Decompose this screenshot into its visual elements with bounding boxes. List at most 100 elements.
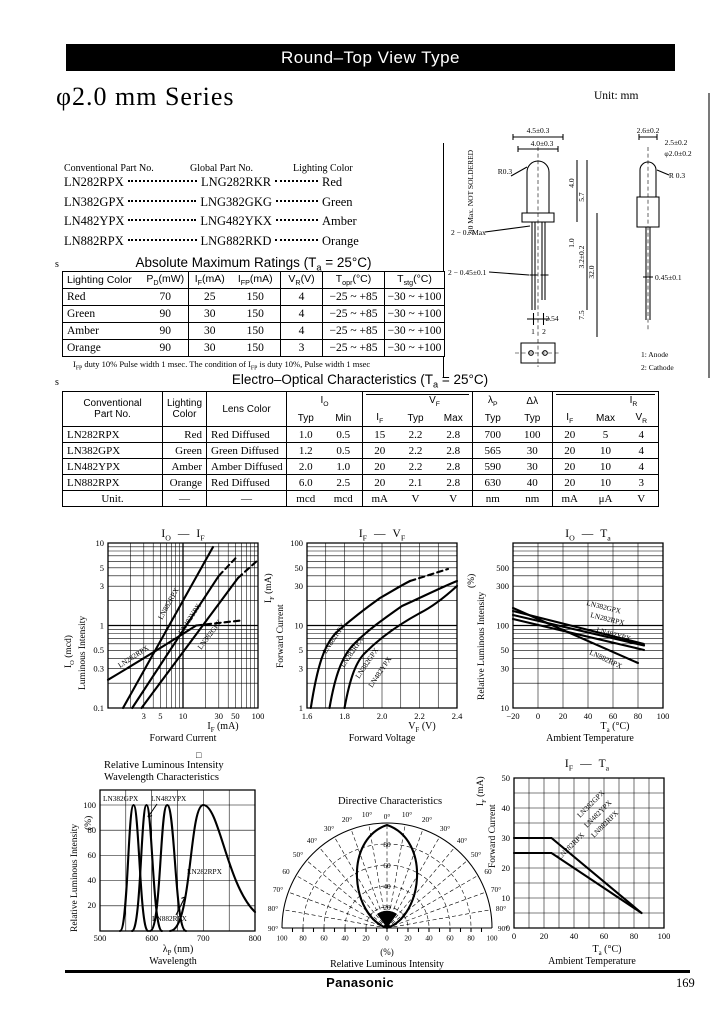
cell: mA: [552, 490, 587, 507]
cell: 90: [142, 339, 189, 357]
dim-label: 2 − 0.7Max: [451, 228, 486, 237]
overline: [556, 394, 655, 395]
svg-text:90°: 90°: [268, 924, 278, 933]
curve-LN882RPX: [148, 803, 188, 933]
cell: 4: [280, 322, 323, 340]
svg-text:50: 50: [502, 773, 511, 783]
conventional-part-no: LN282RPX: [64, 175, 124, 189]
cell: 150: [230, 339, 281, 357]
dim-label: 2.6±0.2: [637, 126, 660, 135]
cell: 90: [142, 305, 189, 323]
cell: 2.8: [434, 442, 473, 459]
cell: LN382GPX: [62, 442, 163, 459]
svg-text:100: 100: [83, 800, 96, 810]
curve-LN482YPX-dashed: [217, 557, 237, 577]
y-axis-ticks: 100 80 60 40 20: [83, 800, 96, 910]
col-header: IF: [566, 412, 574, 425]
svg-text:60: 60: [600, 931, 609, 941]
svg-text:50: 50: [231, 711, 240, 721]
absolute-maximum-ratings-table: Lighting Color PD(mW) IF(mA) IFP(mA) VR(…: [62, 271, 445, 357]
dim-label: 5.7: [577, 192, 586, 202]
cell: 20: [552, 474, 587, 491]
part-list-row: LN882RPX LNG882RKD Orange: [64, 234, 376, 254]
curve-LN882RPX: [309, 579, 412, 710]
svg-text:10: 10: [502, 893, 511, 903]
curve-LN482YPX: [130, 803, 164, 933]
cell: mcd: [324, 490, 363, 507]
svg-text:40: 40: [570, 931, 579, 941]
chart-wavelength-characteristics: LN382GPX LN482YPX LN282RPX LN882RPX 100 …: [58, 760, 293, 975]
svg-text:30: 30: [501, 664, 510, 674]
cell: Red: [162, 426, 207, 443]
chart-title-line2: Wavelength Characteristics: [104, 772, 219, 783]
cell: 90: [142, 322, 189, 340]
y-axis-ticks: 100 50 30 10 5 3 1: [290, 538, 303, 713]
cell: −25 ~ +85: [322, 288, 385, 306]
x-axis-label-2: Ambient Temperature: [546, 733, 634, 744]
svg-text:5: 5: [100, 563, 104, 573]
y-axis-ticks: 10 5 3 1 0.5 0.3 0.1: [93, 538, 104, 713]
svg-text:60: 60: [484, 867, 492, 876]
svg-text:0: 0: [536, 711, 540, 721]
svg-text:60: 60: [609, 711, 618, 721]
svg-text:80°: 80°: [268, 904, 278, 913]
svg-text:0.1: 0.1: [93, 703, 104, 713]
dim-label: 4.0±0.3: [531, 139, 554, 148]
curve-LN382GPX-dashed: [236, 558, 260, 580]
svg-text:10°: 10°: [402, 810, 412, 819]
svg-text:100: 100: [277, 934, 288, 943]
curve-LN282RPX: [106, 624, 198, 681]
lobe-center-fill: [377, 910, 397, 928]
cell: 30: [188, 339, 231, 357]
col-header-vf: VF: [362, 391, 473, 411]
cell: 2.2: [396, 458, 435, 475]
svg-text:20: 20: [383, 903, 391, 912]
package-outline-drawing: 2.0 Max. NOT SOLDERED 4.5±0.3 4.0±0.3 R0…: [443, 85, 712, 380]
svg-text:300: 300: [496, 581, 509, 591]
cell: 150: [230, 288, 281, 306]
footer-rule: [65, 970, 690, 973]
cell: Amber Diffused: [206, 458, 287, 475]
dotted-leader: [275, 180, 318, 182]
cell: 150: [230, 322, 281, 340]
svg-text:20: 20: [540, 931, 549, 941]
col-header: Typ: [297, 413, 314, 424]
part-list-row: LN382GPX LNG382GKG Green: [64, 195, 376, 215]
cell: 2.8: [434, 458, 473, 475]
lighting-color: Green: [322, 194, 353, 209]
svg-text:1: 1: [100, 621, 104, 631]
x-axis-label-2: Forward Current: [149, 733, 217, 744]
col-header: IF: [376, 412, 384, 425]
col-header: Max: [434, 411, 473, 427]
curve-LN382GPX: [140, 576, 240, 710]
col-header: Typ: [484, 413, 501, 424]
dim-label: R0.3: [498, 167, 513, 176]
svg-text:20: 20: [559, 711, 568, 721]
svg-text:40: 40: [383, 882, 391, 891]
cell: V: [434, 490, 473, 507]
col-header: Conventional Part No.: [62, 391, 163, 427]
page-number: 169: [676, 976, 695, 990]
cell: 1.0: [324, 458, 363, 475]
chart-title: IO — Ta: [565, 528, 611, 543]
svg-text:3: 3: [100, 581, 104, 591]
curve-label: LN882RPX: [588, 648, 624, 671]
conventional-part-no: LN882RPX: [64, 233, 124, 248]
lighting-color: Red: [322, 175, 343, 189]
curve-LN282RPX-dashed: [195, 619, 243, 627]
svg-text:70°: 70°: [491, 885, 501, 894]
table-row: LN282RPX Red Red Diffused 1.0 0.5 15 2.2 2.8 700…: [62, 426, 659, 443]
table-row: LN482YPX Amber Amber Diffused 2.0 1.0 20 2.2 2.…: [62, 458, 659, 475]
cell: Green Diffused: [206, 442, 287, 459]
col-header: PD(mW): [142, 271, 189, 289]
x-axis-ticks: 500 600 700 800: [94, 933, 262, 943]
svg-text:100: 100: [487, 934, 498, 943]
col-header-lp: λP: [487, 395, 498, 408]
global-part-no: LNG382GKG: [200, 194, 272, 209]
cell: 3: [624, 474, 659, 491]
cell: 40: [512, 474, 553, 491]
x-axis-label-2: Wavelength: [149, 956, 197, 967]
cell: 630: [472, 474, 513, 491]
curve-LN382GPX-LN482YPX: [343, 584, 459, 710]
part-list-header-global: Global Part No.: [190, 163, 254, 174]
